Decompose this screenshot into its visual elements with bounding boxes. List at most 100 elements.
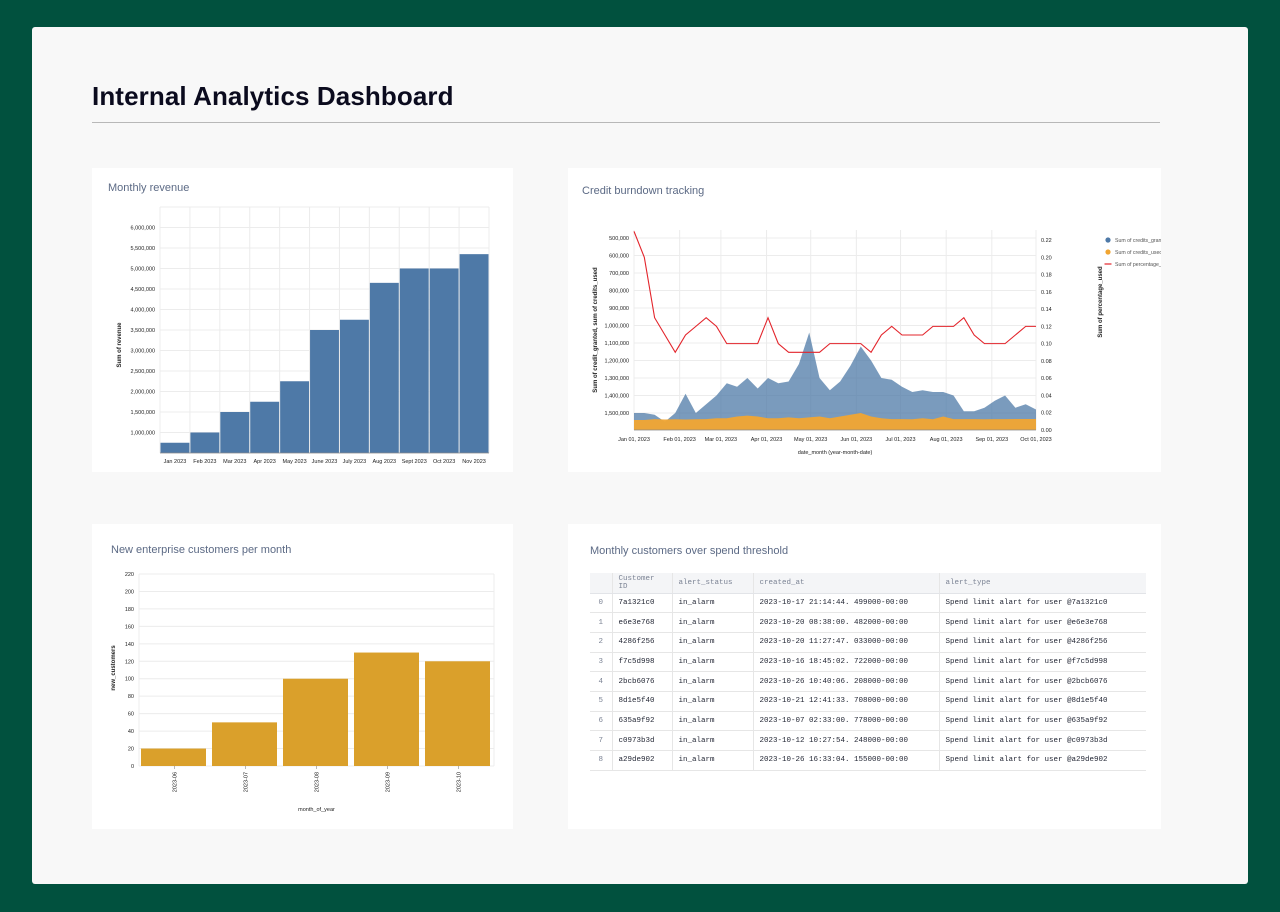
- y-tick-label: 220: [125, 572, 134, 578]
- x-tick-label: Jun 01, 2023: [840, 437, 872, 443]
- created-at-cell: 2023-10-16 18:45:02. 722000-00:00: [753, 652, 940, 673]
- created-at-cell: 2023-10-12 10:27:54. 248000-00:00: [753, 730, 940, 751]
- revenue-bar: [190, 432, 220, 453]
- customer-id-cell: 4286f256: [612, 632, 673, 653]
- alert-type-cell: Spend limit alart for user @4286f256: [939, 632, 1146, 653]
- legend-label: Sum of credits_granted: [1115, 238, 1161, 244]
- alert-type-cell: Spend limit alart for user @2bcb6076: [939, 671, 1146, 692]
- table-row[interactable]: 6 635a9f92 in_alarm 2023-10-07 02:33:00. 77…: [590, 711, 1146, 732]
- y-tick-label: 120: [125, 659, 134, 665]
- monthly-revenue-chart: 1,000,000 1,500,000 2,000,000 2,500,000 3,00…: [117, 206, 490, 465]
- x-tick-label: 2023-09: [386, 772, 392, 792]
- row-index-cell: 5: [590, 691, 613, 712]
- credits-used-area: [634, 413, 1036, 430]
- spend-threshold-card: Monthly customers over spend threshold C…: [568, 524, 1161, 829]
- customer-id-cell: a29de902: [612, 750, 673, 771]
- enterprise-customers-card: New enterprise customers per month 0 20 40…: [92, 524, 513, 829]
- y-tick-label: 1,500,000: [605, 411, 629, 417]
- x-axis-label: month_of_year: [298, 807, 335, 813]
- y-tick-label: 6,000,000: [131, 226, 155, 232]
- y-tick-label: 4,000,000: [131, 308, 155, 314]
- y2-tick-label: 0.02: [1041, 411, 1052, 417]
- customer-id-cell: 2bcb6076: [612, 671, 673, 692]
- table-row[interactable]: 2 4286f256 in_alarm 2023-10-20 11:27:47. 03…: [590, 632, 1146, 653]
- table-row[interactable]: 8 a29de902 in_alarm 2023-10-26 16:33:04. 15…: [590, 750, 1146, 771]
- alert-type-cell: Spend limit alart for user @c0973b3d: [939, 730, 1146, 751]
- alert-status-cell: in_alarm: [672, 750, 754, 771]
- title-divider: [92, 122, 1160, 123]
- y-axis-label: new_customers: [111, 645, 117, 691]
- y-tick-label: 1,400,000: [605, 394, 629, 400]
- y-tick-label: 800,000: [609, 289, 629, 295]
- y-tick-label: 100: [125, 677, 134, 683]
- alert-type-cell: Spend limit alart for user @8d1e5f40: [939, 691, 1146, 712]
- revenue-bar: [399, 268, 429, 453]
- table-row[interactable]: 7 c0973b3d in_alarm 2023-10-12 10:27:54. 24…: [590, 730, 1146, 751]
- alert-type-cell: Spend limit alart for user @7a1321c0: [939, 593, 1146, 614]
- x-tick-label: Jul 01, 2023: [886, 437, 916, 443]
- row-index-cell: 4: [590, 671, 613, 692]
- y-tick-label: 3,000,000: [131, 349, 155, 355]
- card-title: Credit burndown tracking: [582, 185, 705, 197]
- y-tick-label: 160: [125, 624, 134, 630]
- y2-tick-label: 0.04: [1041, 393, 1052, 399]
- credit-burndown-card: Credit burndown tracking Jan 01, 2023 Feb…: [568, 168, 1161, 472]
- revenue-bar: [160, 442, 190, 453]
- table-row[interactable]: 5 8d1e5f40 in_alarm 2023-10-21 12:41:33. 70…: [590, 691, 1146, 712]
- y2-tick-label: 0.20: [1041, 255, 1052, 261]
- row-index-cell: 7: [590, 730, 613, 751]
- y-tick-label: 2,000,000: [131, 390, 155, 396]
- y-tick-label: 80: [128, 694, 134, 700]
- y-tick-label: 700,000: [609, 271, 629, 277]
- x-tick-label: Nov 2023: [462, 459, 486, 465]
- percentage-used-line: [633, 231, 1036, 354]
- table-row[interactable]: 0 7a1321c0 in_alarm 2023-10-17 21:14:44. 49…: [590, 593, 1146, 614]
- table-row[interactable]: 1 e6e3e768 in_alarm 2023-10-20 08:38:00. 48…: [590, 612, 1146, 633]
- alert-status-cell: in_alarm: [672, 691, 754, 712]
- legend-label: Sum of credits_used: [1115, 250, 1161, 256]
- alert-status-cell: in_alarm: [672, 730, 754, 751]
- column-header-alert-type[interactable]: alert_type: [939, 573, 1146, 594]
- y-tick-label: 200: [125, 589, 134, 595]
- y-tick-label: 1,100,000: [605, 341, 629, 347]
- credits-granted-area: [634, 332, 1036, 430]
- x-tick-label: Jan 2023: [164, 459, 187, 465]
- y-tick-label: 0: [131, 764, 134, 770]
- column-header-index[interactable]: [590, 573, 613, 594]
- alert-status-cell: in_alarm: [672, 671, 754, 692]
- y2-axis-label: Sum of percentage_used: [1098, 266, 1104, 338]
- x-tick-label: Jan 01, 2023: [618, 437, 650, 443]
- x-tick-label: Aug 2023: [373, 459, 397, 465]
- x-tick-label: Oct 01, 2023: [1020, 437, 1052, 443]
- revenue-bar: [280, 381, 310, 453]
- y2-tick-label: 0.00: [1041, 428, 1052, 434]
- table-row[interactable]: 3 f7c5d998 in_alarm 2023-10-16 18:45:02. 72…: [590, 652, 1146, 673]
- y2-tick-label: 0.22: [1041, 238, 1052, 244]
- column-header-customer-id[interactable]: Customer ID: [612, 573, 673, 594]
- row-index-cell: 3: [590, 652, 613, 673]
- card-title: New enterprise customers per month: [111, 544, 292, 556]
- created-at-cell: 2023-10-20 08:38:00. 482000-00:00: [753, 612, 940, 633]
- alert-status-cell: in_alarm: [672, 652, 754, 673]
- x-tick-label: June 2023: [312, 459, 338, 465]
- y-tick-label: 5,500,000: [131, 246, 155, 252]
- column-header-created-at[interactable]: created_at: [753, 573, 940, 594]
- y-tick-label: 900,000: [609, 306, 629, 312]
- x-tick-label: 2023-08: [315, 772, 321, 792]
- alert-status-cell: in_alarm: [672, 632, 754, 653]
- y2-tick-label: 0.06: [1041, 376, 1052, 382]
- revenue-bar: [310, 330, 339, 453]
- alert-type-cell: Spend limit alart for user @635a9f92: [939, 711, 1146, 732]
- column-header-alert-status[interactable]: alert_status: [672, 573, 754, 594]
- x-tick-label: Apr 2023: [254, 459, 276, 465]
- x-tick-label: Sept 2023: [402, 459, 427, 465]
- table-row[interactable]: 4 2bcb6076 in_alarm 2023-10-26 10:40:06. 20…: [590, 671, 1146, 692]
- created-at-cell: 2023-10-20 11:27:47. 033000-00:00: [753, 632, 940, 653]
- revenue-bar: [369, 282, 399, 453]
- alert-status-cell: in_alarm: [672, 593, 754, 614]
- revenue-bar: [220, 412, 250, 453]
- y-tick-label: 1,000,000: [131, 431, 155, 437]
- legend-swatch: [1105, 237, 1111, 243]
- y-tick-label: 20: [128, 747, 134, 753]
- y-tick-label: 5,000,000: [131, 267, 155, 273]
